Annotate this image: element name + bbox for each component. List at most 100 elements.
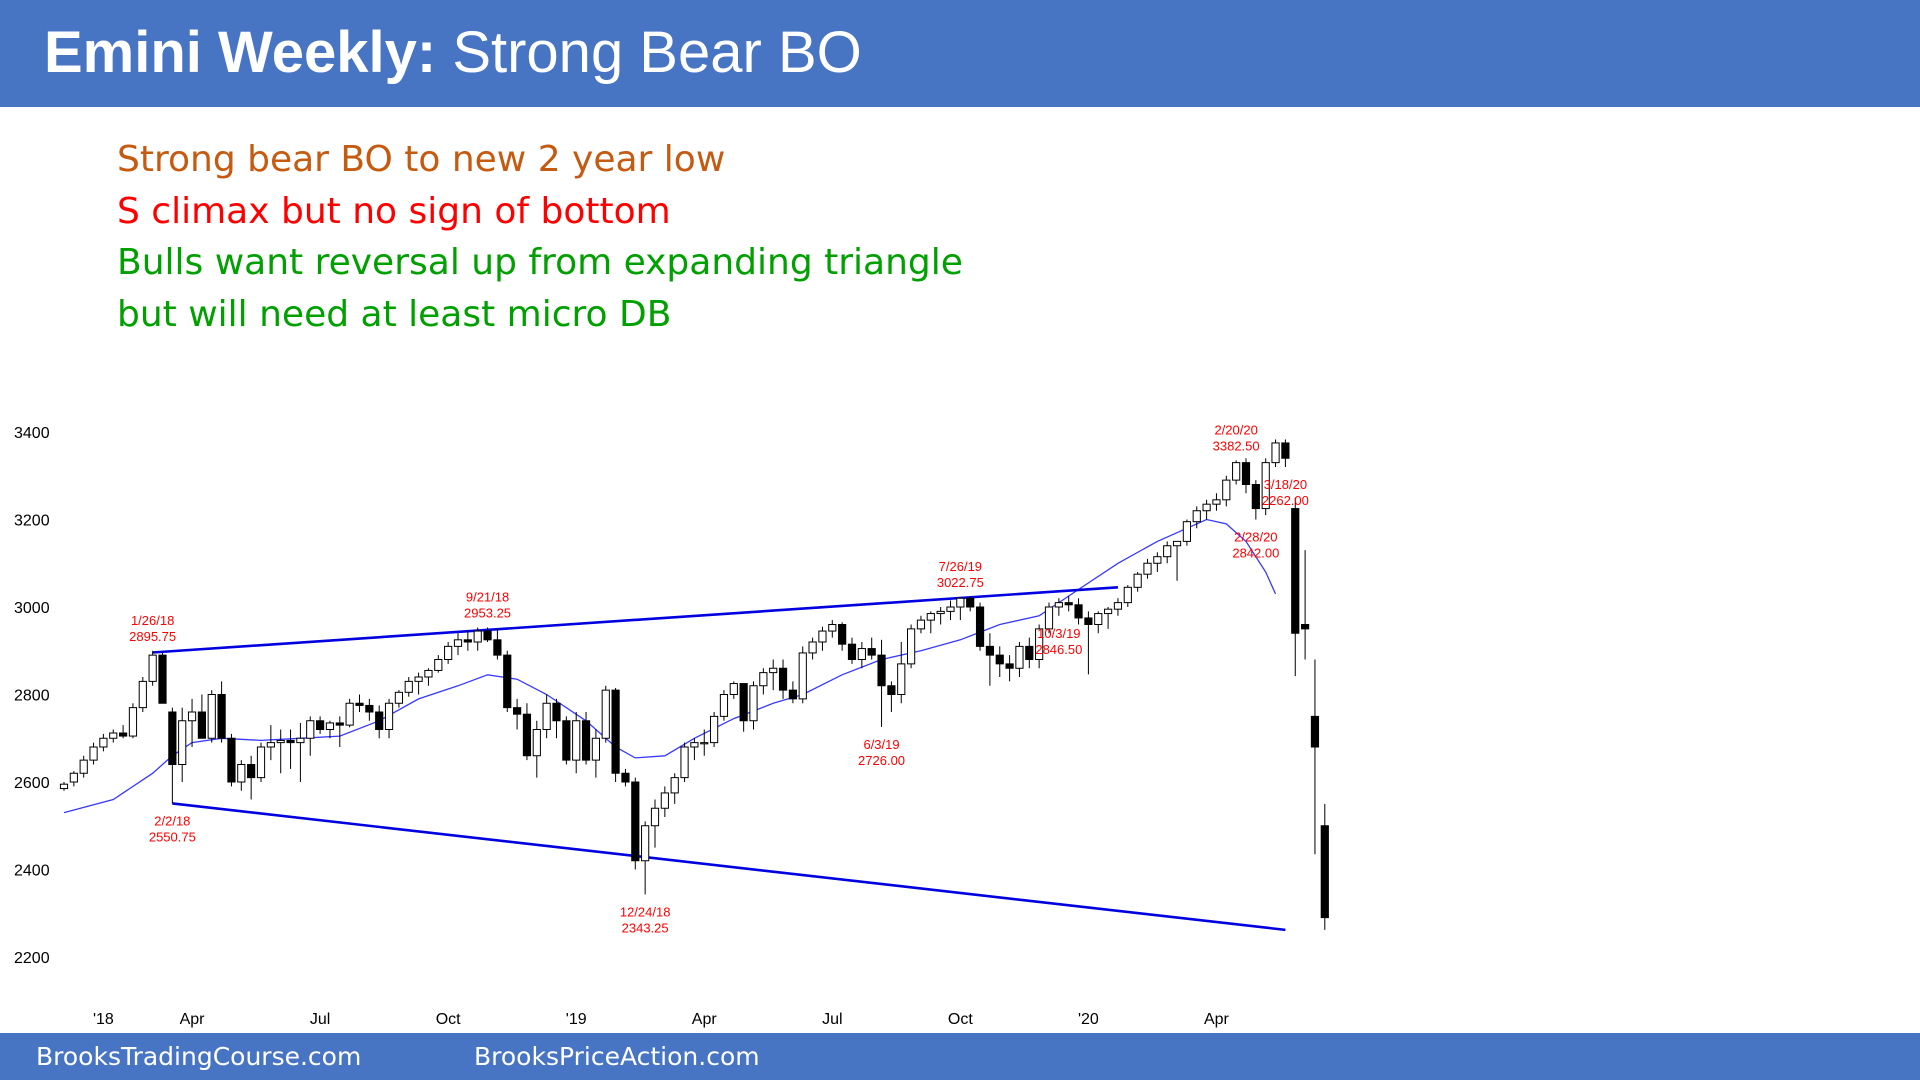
candle xyxy=(1291,497,1300,677)
candle-body xyxy=(1094,613,1103,625)
candle xyxy=(966,596,975,612)
candle-body xyxy=(1044,606,1054,630)
candle xyxy=(247,755,256,800)
title-banner: Emini Weekly: Strong Bear BO xyxy=(0,0,1920,107)
candle-body xyxy=(99,737,108,748)
candle xyxy=(729,681,738,699)
candle-body xyxy=(581,720,591,761)
candle xyxy=(1222,475,1231,507)
candle xyxy=(680,742,689,782)
candle xyxy=(1123,585,1132,607)
candle xyxy=(946,600,955,621)
commentary-notes: Strong bear BO to new 2 year low S clima… xyxy=(117,134,963,340)
candle-body xyxy=(1025,645,1034,660)
candle-body xyxy=(897,663,906,695)
candle xyxy=(838,622,847,651)
candle-body xyxy=(89,746,98,761)
trendline-lower xyxy=(172,802,1286,932)
candle xyxy=(1044,602,1054,634)
y-tick-label: 2800 xyxy=(14,688,50,705)
candle-body xyxy=(956,597,965,608)
x-tick-label: Jul xyxy=(822,1011,842,1028)
candle-body xyxy=(207,694,216,739)
candle-body xyxy=(256,746,266,779)
candle-body xyxy=(69,772,78,783)
candle xyxy=(345,698,354,728)
candle-body xyxy=(345,702,354,726)
candle xyxy=(404,677,413,697)
x-tick-label: Apr xyxy=(180,1011,206,1028)
candle-body xyxy=(1241,462,1251,485)
footer-link-brookstradingcourse[interactable]: BrooksTradingCourse.com xyxy=(36,1042,362,1071)
annotation-price: 3382.50 xyxy=(1213,438,1260,453)
y-tick-label: 2600 xyxy=(14,775,50,792)
candle xyxy=(739,683,748,732)
candle-body xyxy=(670,777,679,794)
candle xyxy=(798,646,807,704)
candle-body xyxy=(1153,556,1162,564)
candle-body xyxy=(473,630,482,643)
candle-body xyxy=(138,680,147,709)
candle xyxy=(237,760,246,791)
candle-body xyxy=(857,648,866,660)
candle-body xyxy=(1104,608,1113,615)
candle-body xyxy=(778,667,788,691)
candle xyxy=(985,633,994,686)
candle-body xyxy=(384,702,394,730)
candle xyxy=(187,698,197,747)
weekly-candlestick-chart: 2200 2400 2600 2800 3000 3200 3400 '18 Apr Jul Oc… xyxy=(14,422,1329,1028)
candle xyxy=(916,615,926,634)
candle-body xyxy=(1163,545,1172,558)
footer-banner xyxy=(0,1033,1920,1080)
y-tick-label: 3200 xyxy=(14,513,50,530)
candle-body xyxy=(247,764,256,779)
candle xyxy=(1163,541,1172,564)
annotation-price: 2726.00 xyxy=(858,753,905,768)
candle xyxy=(690,738,699,761)
candle xyxy=(1192,506,1201,529)
candle xyxy=(897,642,906,704)
candle-body xyxy=(838,624,847,645)
candle-body xyxy=(749,685,758,722)
candle-body xyxy=(503,654,512,709)
candle-body xyxy=(798,652,807,700)
candle xyxy=(365,698,374,721)
candle-body xyxy=(1271,442,1280,464)
candle-body xyxy=(1015,645,1024,669)
candle-body xyxy=(355,702,364,706)
candle-body xyxy=(995,654,1004,665)
candle-body xyxy=(562,720,571,761)
candle xyxy=(591,729,600,778)
candle xyxy=(995,646,1004,677)
candle-body xyxy=(1035,628,1044,660)
candle xyxy=(1153,552,1162,572)
candle xyxy=(463,631,472,651)
candle-body xyxy=(1192,510,1201,523)
candle xyxy=(1054,598,1063,616)
candle xyxy=(1301,550,1310,660)
candle xyxy=(1094,611,1103,634)
candle xyxy=(453,633,463,656)
y-tick-label: 3400 xyxy=(14,425,50,442)
candle xyxy=(1035,624,1044,669)
annotation-date: 10/3/19 xyxy=(1037,626,1080,641)
slide-title: Emini Weekly: Strong Bear BO xyxy=(44,18,862,88)
candle-body xyxy=(1320,825,1329,919)
y-tick-label: 2200 xyxy=(14,950,50,967)
candle xyxy=(424,668,433,686)
candle xyxy=(217,681,226,743)
candle xyxy=(1104,607,1113,629)
annotation-date: 9/21/18 xyxy=(466,590,509,605)
annotation-date: 2/28/20 xyxy=(1234,530,1277,545)
annotation-price: 2953.25 xyxy=(464,606,511,621)
candle-body xyxy=(483,630,492,641)
annotation-price: 3022.75 xyxy=(937,575,984,590)
footer-link-brookspriceaction[interactable]: BrooksPriceAction.com xyxy=(474,1042,760,1071)
candle-body xyxy=(79,759,88,774)
candle xyxy=(542,694,551,739)
candle-body xyxy=(306,720,315,739)
candle-body xyxy=(946,606,955,612)
annotation-date: 2/20/20 xyxy=(1214,422,1257,437)
candle-body xyxy=(1113,602,1123,610)
